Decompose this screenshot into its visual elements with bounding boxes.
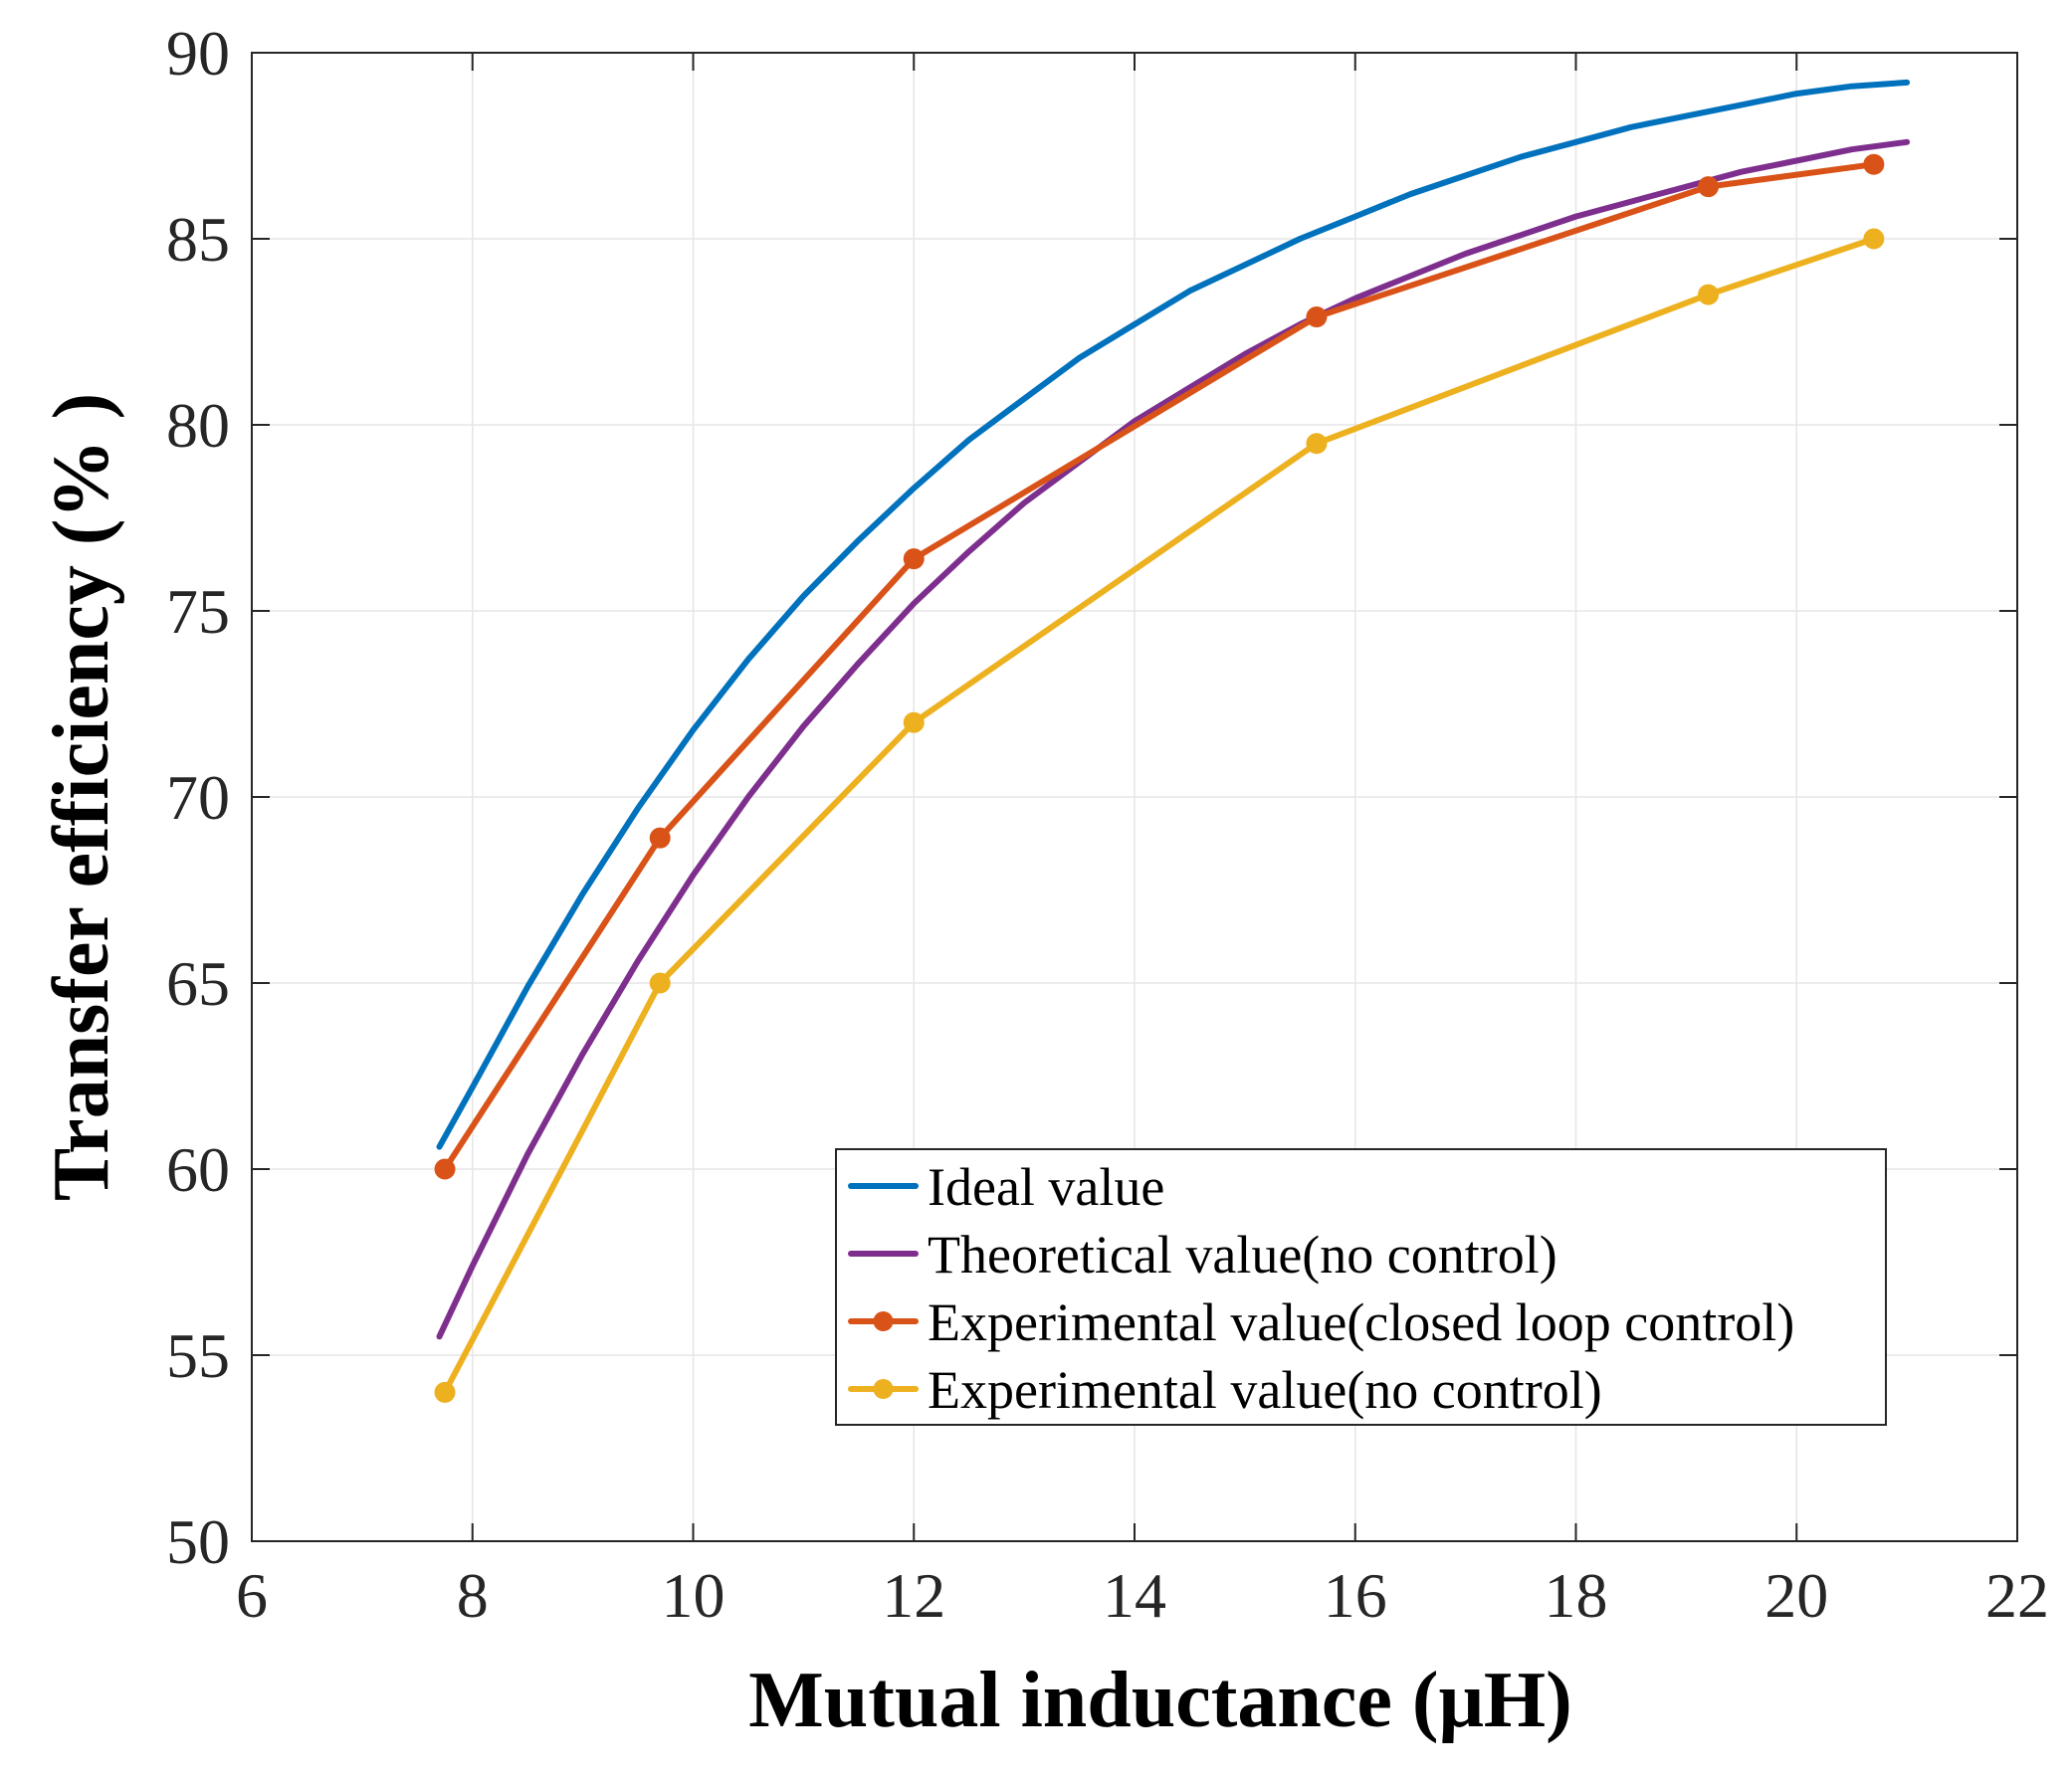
legend-box [835, 1148, 1887, 1426]
x-tick-label: 6 [236, 1560, 268, 1631]
x-tick-label: 16 [1324, 1560, 1387, 1631]
y-tick-label: 80 [166, 390, 230, 461]
series-line [436, 79, 1911, 1150]
x-tick-label: 8 [457, 1560, 489, 1631]
data-point [649, 827, 671, 849]
data-point [649, 972, 671, 994]
y-tick-label: 85 [166, 204, 230, 275]
legend-entry: Theoretical value(no control) [848, 1225, 1557, 1285]
legend-label: Ideal value [928, 1157, 1164, 1217]
x-tick-label: 22 [1985, 1560, 2049, 1631]
series-line [442, 236, 1877, 1396]
legend-entry: Ideal value [848, 1157, 1164, 1217]
tick-labels: 6 8 10 12 14 16 18 20 22 50 55 60 65 70 75 80 85 90 [166, 18, 2049, 1631]
series-2 [436, 138, 1911, 1340]
series-line [442, 161, 1877, 1172]
series-1 [436, 79, 1911, 1150]
x-tick-label: 14 [1103, 1560, 1166, 1631]
series-4 [434, 228, 1885, 1403]
series-3 [434, 153, 1885, 1180]
legend: Ideal value Theoretical value(no control)… [835, 1148, 1887, 1426]
y-tick-label: 70 [166, 762, 230, 833]
y-tick-label: 90 [166, 18, 230, 89]
y-tick-label: 60 [166, 1134, 230, 1205]
data-point [903, 711, 925, 733]
legend-label: Experimental value(closed loop control) [928, 1292, 1794, 1352]
data-point [1863, 228, 1885, 250]
legend-label: Theoretical value(no control) [928, 1225, 1557, 1285]
data-point [1306, 306, 1328, 328]
x-tick-label: 18 [1545, 1560, 1608, 1631]
y-tick-label: 75 [166, 576, 230, 647]
data-point [1863, 153, 1885, 175]
legend-entry: Experimental value(no control) [848, 1360, 1602, 1420]
legend-marker [873, 1379, 894, 1399]
data-point [903, 548, 925, 570]
data-point [1306, 433, 1328, 455]
x-axis-title: Mutual inductance (μH) [748, 1657, 1572, 1744]
legend-entry: Experimental value(closed loop control) [848, 1292, 1794, 1352]
y-tick-label: 55 [166, 1320, 230, 1391]
x-tick-label: 20 [1764, 1560, 1828, 1631]
legend-marker [873, 1311, 894, 1331]
y-tick-label: 65 [166, 948, 230, 1019]
x-tick-label: 10 [662, 1560, 725, 1631]
data-point [434, 1381, 456, 1403]
legend-label: Experimental value(no control) [928, 1360, 1602, 1420]
data-point [1698, 284, 1720, 305]
y-axis-title: Transfer efficiency (% ) [38, 393, 125, 1201]
x-tick-label: 12 [882, 1560, 945, 1631]
plot-series [434, 79, 1911, 1403]
data-point [1698, 176, 1720, 198]
data-point [434, 1158, 456, 1180]
series-line [436, 138, 1911, 1340]
y-tick-label: 50 [166, 1506, 230, 1577]
